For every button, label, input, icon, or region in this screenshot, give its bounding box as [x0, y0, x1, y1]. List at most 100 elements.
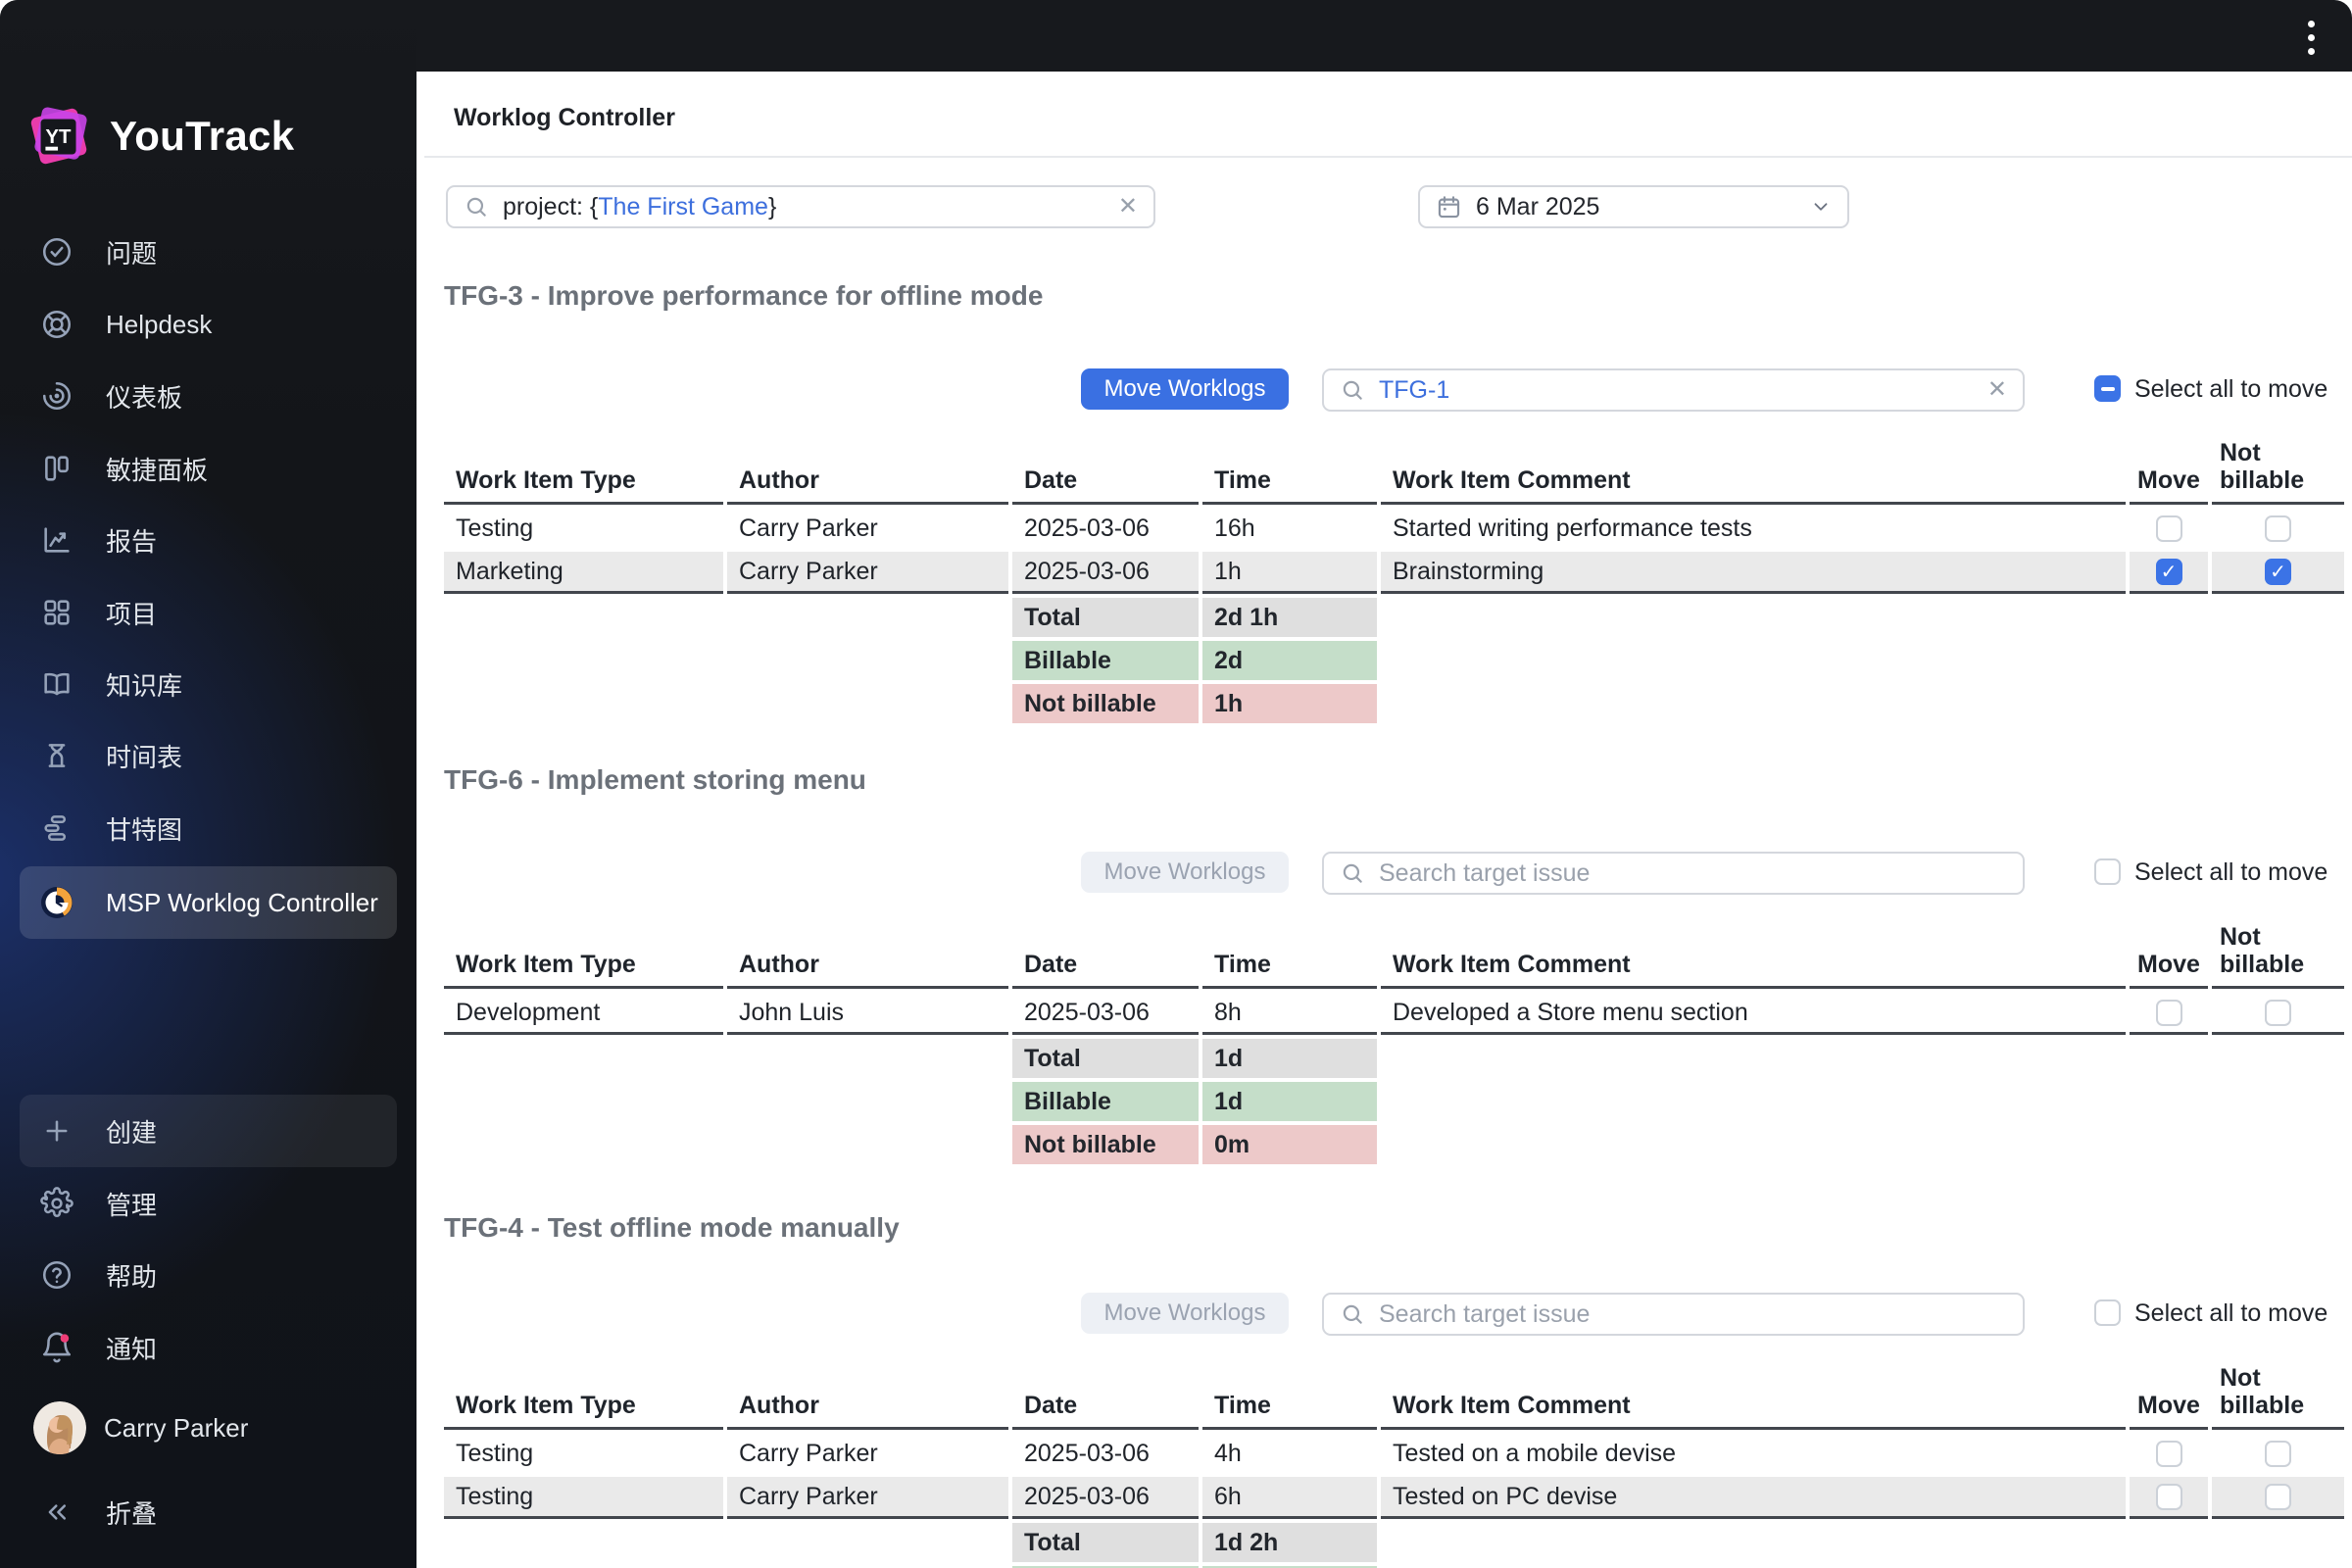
sidebar-item-label: 项目: [106, 599, 158, 629]
sidebar-item-knowledge-base[interactable]: 知识库: [20, 648, 397, 720]
move-worklogs-button[interactable]: Move Worklogs: [1081, 368, 1289, 410]
header-divider: [424, 156, 2352, 158]
target-issue-input[interactable]: Search target issue: [1322, 852, 2025, 895]
check-circle-icon: [39, 234, 74, 270]
avatar: [33, 1401, 86, 1454]
move-worklogs-button[interactable]: Move Worklogs: [1081, 1293, 1289, 1334]
sidebar-item-label: 通知: [106, 1334, 158, 1364]
move-checkbox[interactable]: [2155, 515, 2182, 543]
sidebar-item-label: 问题: [106, 238, 158, 269]
sidebar-item-label: 时间表: [106, 742, 183, 772]
section-controls-tfg3: Move Worklogs TFG-1 ✕ Select all to move: [416, 368, 2352, 412]
question-circle-icon: [39, 1257, 74, 1293]
section-title-tfg3: TFG-3 - Improve performance for offline …: [444, 280, 1044, 311]
sidebar-item-collapse[interactable]: 折叠: [20, 1476, 397, 1548]
move-checkbox[interactable]: [2155, 1441, 2182, 1468]
target-issue-input[interactable]: Search target issue: [1322, 1293, 2025, 1336]
move-checkbox[interactable]: [2155, 1000, 2182, 1027]
sidebar-item-label: 报告: [106, 526, 158, 557]
sidebar-item-issues[interactable]: 问题: [20, 216, 397, 288]
target-issue-placeholder: Search target issue: [1379, 1299, 1591, 1328]
page-title: Worklog Controller: [454, 104, 675, 131]
worklog-table-tfg6: Work Item Type Author Date Time Work Ite…: [440, 919, 2348, 1168]
logo-badge: YT: [45, 126, 72, 148]
sidebar-item-msp-worklog-controller[interactable]: MSP Worklog Controller: [20, 866, 397, 939]
sidebar-item-projects[interactable]: 项目: [20, 576, 397, 649]
sidebar-item-label: Helpdesk: [106, 309, 213, 339]
bell-icon: [39, 1330, 74, 1365]
select-all-checkbox[interactable]: [2094, 1299, 2121, 1326]
gantt-icon: [39, 810, 74, 846]
move-worklogs-button[interactable]: Move Worklogs: [1081, 852, 1289, 893]
sidebar-item-reports[interactable]: 报告: [20, 504, 397, 576]
notification-dot: [60, 1334, 70, 1343]
col-header-comment: Work Item Comment: [1381, 439, 2126, 505]
sidebar-item-dashboards[interactable]: 仪表板: [20, 360, 397, 432]
summary-row-not-billable: Not billable 1h: [444, 684, 2344, 723]
main-content: Worklog Controller project: {The First G…: [416, 72, 2352, 1568]
search-icon: [1343, 1304, 1362, 1324]
sidebar-item-profile[interactable]: Carry Parker: [20, 1392, 397, 1464]
worklog-table-tfg4: Work Item Type Author Date Time Work Ite…: [440, 1360, 2348, 1568]
section-title-tfg4: TFG-4 - Test offline mode manually: [444, 1212, 900, 1243]
kebab-menu-icon[interactable]: [2299, 16, 2323, 59]
summary-row-billable: Billable 2d: [444, 641, 2344, 680]
clear-target-icon[interactable]: ✕: [1986, 376, 2007, 403]
select-all-label: Select all to move: [2134, 1299, 2328, 1327]
not-billable-checkbox[interactable]: [2265, 559, 2291, 586]
sidebar: YT YouTrack 问题 Helpdesk 仪表板 敏捷面板: [0, 0, 416, 1568]
gauge-icon: [39, 378, 74, 414]
project-search-input[interactable]: project: {The First Game} ✕: [446, 185, 1155, 228]
summary-row-not-billable: Not billable 0m: [444, 1125, 2344, 1164]
move-checkbox[interactable]: [2155, 1484, 2182, 1511]
chart-icon: [39, 522, 74, 558]
col-header-date: Date: [1012, 439, 1199, 505]
move-checkbox[interactable]: [2155, 559, 2182, 586]
sidebar-item-label: 帮助: [106, 1261, 158, 1292]
clear-search-icon[interactable]: ✕: [1117, 193, 1138, 220]
select-all-checkbox[interactable]: [2094, 858, 2121, 885]
sidebar-item-helpdesk[interactable]: Helpdesk: [20, 288, 397, 361]
sidebar-item-create[interactable]: 创建: [20, 1095, 397, 1167]
summary-row-total: Total 1d 2h: [444, 1523, 2344, 1562]
youtrack-logo-icon: YT: [30, 107, 87, 165]
logo-text: YouTrack: [110, 113, 295, 159]
sidebar-item-admin[interactable]: 管理: [20, 1167, 397, 1240]
sidebar-item-label: 敏捷面板: [106, 455, 209, 485]
not-billable-checkbox[interactable]: [2265, 1441, 2291, 1468]
sidebar-item-help[interactable]: 帮助: [20, 1239, 397, 1311]
grid-icon: [39, 595, 74, 630]
table-row: Marketing Carry Parker 2025-03-06 1h Bra…: [444, 552, 2344, 594]
target-issue-placeholder: Search target issue: [1379, 858, 1591, 887]
table-row: Testing Carry Parker 2025-03-06 4h Teste…: [444, 1434, 2344, 1473]
sidebar-item-label: 知识库: [106, 670, 183, 701]
sidebar-item-agile-boards[interactable]: 敏捷面板: [20, 432, 397, 505]
youtrack-logo[interactable]: YT YouTrack: [25, 100, 294, 172]
table-row: Testing Carry Parker 2025-03-06 16h Star…: [444, 509, 2344, 548]
sidebar-item-timesheets[interactable]: 时间表: [20, 719, 397, 792]
col-header-author: Author: [727, 439, 1008, 505]
sidebar-item-label: 创建: [106, 1117, 158, 1148]
not-billable-checkbox[interactable]: [2265, 1484, 2291, 1511]
col-header-move: Move: [2130, 439, 2208, 505]
col-header-time: Time: [1202, 439, 1377, 505]
select-all-checkbox[interactable]: [2094, 375, 2121, 402]
not-billable-checkbox[interactable]: [2265, 1000, 2291, 1027]
sidebar-item-label: 折叠: [106, 1498, 158, 1529]
date-picker[interactable]: 6 Mar 2025: [1418, 185, 1849, 228]
table-row: Development John Luis 2025-03-06 8h Deve…: [444, 993, 2344, 1035]
summary-row-billable: Billable 1d: [444, 1082, 2344, 1121]
section-controls-tfg6: Move Worklogs Search target issue Select…: [416, 851, 2352, 895]
target-issue-input[interactable]: TFG-1 ✕: [1322, 368, 2025, 412]
date-value: 6 Mar 2025: [1476, 192, 1600, 220]
section-controls-tfg4: Move Worklogs Search target issue Select…: [416, 1292, 2352, 1336]
sidebar-item-notifications[interactable]: 通知: [20, 1311, 397, 1384]
table-row: Testing Carry Parker 2025-03-06 6h Teste…: [444, 1477, 2344, 1519]
not-billable-checkbox[interactable]: [2265, 515, 2291, 543]
sidebar-item-gantt[interactable]: 甘特图: [20, 792, 397, 864]
target-issue-value: TFG-1: [1379, 375, 1450, 404]
search-icon: [1343, 863, 1362, 883]
col-header-not-billable: Not billable: [2212, 439, 2344, 505]
table-header-row: Work Item Type Author Date Time Work Ite…: [444, 1364, 2344, 1430]
